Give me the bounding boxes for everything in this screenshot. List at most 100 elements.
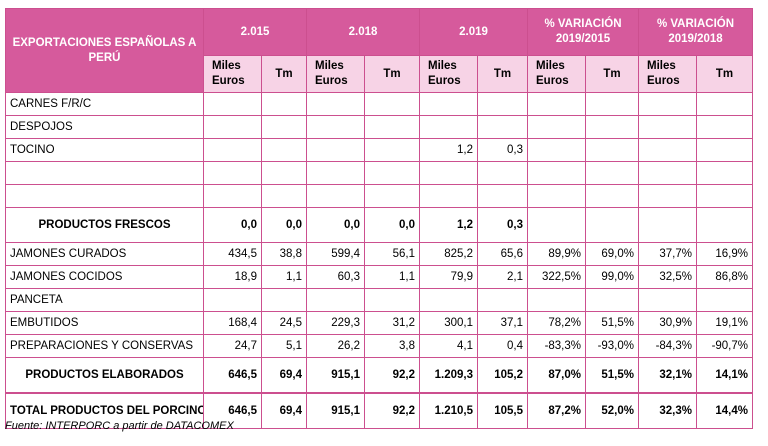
- table-cell: 0,0: [203, 207, 262, 243]
- row-label: [5, 184, 204, 208]
- miles-euros-header: Miles Euros: [638, 55, 697, 93]
- table-cell: [527, 207, 586, 243]
- table-cell: [261, 184, 307, 208]
- table-row: [5, 184, 753, 208]
- table-cell: 300,1: [419, 311, 478, 335]
- table-cell: 37,1: [477, 311, 528, 335]
- table-cell: [203, 138, 262, 162]
- table-cell: [527, 92, 586, 116]
- table-cell: [638, 207, 697, 243]
- table-cell: [527, 115, 586, 139]
- table-cell: [527, 184, 586, 208]
- table-cell: 825,2: [419, 242, 478, 266]
- table-cell: [306, 138, 365, 162]
- table-cell: 60,3: [306, 265, 365, 289]
- table-cell: 1.210,5: [419, 392, 478, 429]
- source-note: Fuente: INTERPORC a partir de DATACOMEX: [5, 420, 234, 432]
- table-cell: -93,0%: [585, 334, 639, 358]
- table-cell: [306, 92, 365, 116]
- table-cell: 86,8%: [696, 265, 753, 289]
- table-cell: 1,1: [364, 265, 420, 289]
- table-cell: [419, 288, 478, 312]
- header-row: EXPORTACIONES ESPAÑOLAS A PERÚ 2.015 2.0…: [5, 8, 753, 93]
- tm-header: Tm: [364, 55, 420, 93]
- tm-header: Tm: [261, 55, 307, 93]
- table-cell: [585, 288, 639, 312]
- table-cell: 5,1: [261, 334, 307, 358]
- tm-header: Tm: [477, 55, 528, 93]
- table-cell: 69,4: [261, 392, 307, 429]
- table-cell: 92,2: [364, 357, 420, 394]
- table-cell: 646,5: [203, 392, 262, 429]
- table-cell: [477, 115, 528, 139]
- table-row: CARNES F/R/C: [5, 92, 753, 116]
- table-row: TOCINO 1,2 0,3: [5, 138, 753, 162]
- miles-euros-header: Miles Euros: [306, 55, 365, 93]
- table-cell: 4,1: [419, 334, 478, 358]
- table-cell: [261, 161, 307, 185]
- table-cell: 99,0%: [585, 265, 639, 289]
- table-cell: [261, 92, 307, 116]
- table-cell: [306, 184, 365, 208]
- table-cell: [364, 138, 420, 162]
- table-cell: 18,9: [203, 265, 262, 289]
- year-header: 2.018: [306, 8, 420, 56]
- table-cell: [585, 92, 639, 116]
- row-label: [5, 161, 204, 185]
- year-header: 2.015: [203, 8, 307, 56]
- table-cell: [696, 138, 753, 162]
- table-cell: [696, 184, 753, 208]
- table-cell: 0,3: [477, 138, 528, 162]
- table-cell: 1,2: [419, 207, 478, 243]
- table-cell: 78,2%: [527, 311, 586, 335]
- table-row: PANCETA: [5, 288, 753, 312]
- table-row: EMBUTIDOS 168,4 24,5 229,3 31,2 300,1 37,1 78,2…: [5, 311, 753, 335]
- table-cell: [696, 288, 753, 312]
- table-cell: [364, 184, 420, 208]
- table-cell: [203, 92, 262, 116]
- variation-header: % VARIACIÓN 2019/2018: [638, 8, 753, 56]
- table-cell: 30,9%: [638, 311, 697, 335]
- table-row: JAMONES CURADOS 434,5 38,8 599,4 56,1 825,2 65…: [5, 242, 753, 266]
- table-cell: [364, 288, 420, 312]
- table-cell: 599,4: [306, 242, 365, 266]
- table-cell: [203, 288, 262, 312]
- row-label: JAMONES CURADOS: [5, 242, 204, 266]
- tm-header: Tm: [696, 55, 753, 93]
- table-cell: 105,5: [477, 392, 528, 429]
- table-cell: 1,1: [261, 265, 307, 289]
- table-cell: -90,7%: [696, 334, 753, 358]
- table-cell: [638, 288, 697, 312]
- table-cell: [419, 184, 478, 208]
- table-title: EXPORTACIONES ESPAÑOLAS A PERÚ: [5, 8, 204, 93]
- table-cell: [364, 115, 420, 139]
- table-cell: 52,0%: [585, 392, 639, 429]
- table-cell: 0,3: [477, 207, 528, 243]
- table-cell: 69,0%: [585, 242, 639, 266]
- table-cell: 24,5: [261, 311, 307, 335]
- table-cell: 79,9: [419, 265, 478, 289]
- row-label: CARNES F/R/C: [5, 92, 204, 116]
- table-cell: [261, 115, 307, 139]
- row-label: PRODUCTOS ELABORADOS: [5, 357, 204, 394]
- table-cell: 24,7: [203, 334, 262, 358]
- table-cell: [261, 138, 307, 162]
- subtotal-row-elaborados: PRODUCTOS ELABORADOS 646,5 69,4 915,1 92,2 1.…: [5, 357, 753, 394]
- table-cell: [696, 207, 753, 243]
- table-cell: 0,0: [306, 207, 365, 243]
- table-cell: [306, 115, 365, 139]
- table-cell: 229,3: [306, 311, 365, 335]
- table-cell: 0,0: [364, 207, 420, 243]
- table-cell: 31,2: [364, 311, 420, 335]
- table-row: DESPOJOS: [5, 115, 753, 139]
- table-cell: [696, 92, 753, 116]
- row-label: PRODUCTOS FRESCOS: [5, 207, 204, 243]
- table-cell: [419, 161, 478, 185]
- table-row: PREPARACIONES Y CONSERVAS 24,7 5,1 26,2 3,8 4…: [5, 334, 753, 358]
- table-cell: [203, 115, 262, 139]
- table-cell: [696, 161, 753, 185]
- table-cell: [527, 288, 586, 312]
- table-cell: [696, 115, 753, 139]
- table-cell: [477, 288, 528, 312]
- row-label: DESPOJOS: [5, 115, 204, 139]
